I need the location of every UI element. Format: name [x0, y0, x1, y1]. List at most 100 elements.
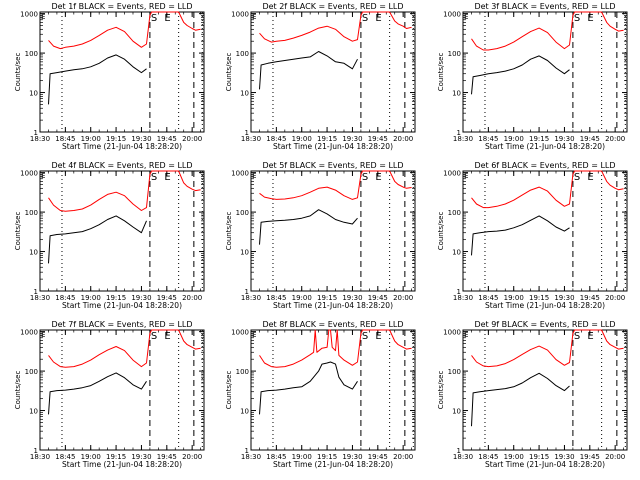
- events-series-line: [471, 215, 570, 256]
- x-tick-label: 18:30: [241, 294, 261, 302]
- marker-e-left: E: [41, 172, 45, 180]
- x-tick-label: 20:00: [605, 294, 625, 302]
- subplot-det-2: Det 2f BLACK = Events, RED = LLD 1 10 100 10…: [225, 2, 416, 151]
- y-tick-label: 100: [25, 209, 38, 217]
- x-tick-label: 18:45: [266, 135, 286, 143]
- marker-s: S: [362, 13, 368, 24]
- plot-title: Det 7f BLACK = Events, RED = LLD: [51, 320, 192, 329]
- x-tick-label: 18:30: [30, 135, 50, 143]
- plot-title: Det 1f BLACK = Events, RED = LLD: [51, 2, 192, 11]
- marker-e-left: E: [464, 13, 468, 21]
- lld-series-line: [48, 170, 201, 212]
- x-tick-label: 18:30: [30, 453, 50, 461]
- events-series-line: [471, 372, 570, 427]
- y-tick-label: 100: [236, 209, 249, 217]
- axes-frame: [250, 170, 416, 292]
- y-tick-label: 1000: [20, 170, 38, 178]
- y-tick-label: 1: [34, 288, 38, 296]
- x-tick-label: 19:45: [580, 453, 600, 461]
- marker-e-left: E: [41, 331, 45, 339]
- y-axis-label: Counts/sec: [225, 53, 233, 92]
- x-axis-label: Start Time (21-Jun-04 18:28:20): [273, 460, 393, 469]
- x-tick-label: 20:00: [605, 135, 625, 143]
- marker-e-left: E: [464, 331, 468, 339]
- x-tick-label: 19:15: [317, 135, 337, 143]
- x-tick-label: 19:30: [342, 453, 362, 461]
- x-axis-label: Start Time (21-Jun-04 18:28:20): [62, 301, 182, 310]
- x-tick-label: 20:00: [393, 453, 413, 461]
- marker-e: E: [164, 172, 170, 183]
- y-tick-label: 1000: [231, 11, 249, 19]
- x-tick-label: 19:15: [106, 294, 126, 302]
- y-axis-label: Counts/sec: [437, 371, 445, 410]
- y-tick-label: 10: [29, 408, 38, 416]
- y-axis-label: Counts/sec: [14, 53, 22, 92]
- y-tick-label: 1000: [443, 170, 461, 178]
- lld-series-line: [48, 11, 201, 50]
- y-tick-label: 1: [245, 447, 249, 455]
- x-tick-label: 20:00: [393, 294, 413, 302]
- y-axis-label: Counts/sec: [14, 371, 22, 410]
- events-series-line: [259, 51, 358, 90]
- marker-e: E: [164, 331, 170, 342]
- marker-s: S: [574, 13, 580, 24]
- plot-title: Det 5f BLACK = Events, RED = LLD: [262, 161, 403, 170]
- x-tick-label: 19:00: [81, 135, 101, 143]
- x-tick-label: 19:30: [342, 135, 362, 143]
- x-tick-label: 19:00: [81, 453, 101, 461]
- x-axis-label: Start Time (21-Jun-04 18:28:20): [485, 460, 605, 469]
- y-tick-label: 100: [236, 368, 249, 376]
- y-tick-label: 1: [457, 129, 461, 137]
- lld-series-line: [259, 11, 412, 43]
- x-tick-label: 19:45: [368, 294, 388, 302]
- x-tick-label: 20:00: [182, 135, 202, 143]
- x-tick-label: 18:45: [55, 453, 75, 461]
- y-tick-label: 10: [240, 249, 249, 257]
- axes-frame: [39, 329, 205, 451]
- marker-e: E: [587, 331, 593, 342]
- marker-e: E: [375, 331, 381, 342]
- x-tick-label: 19:00: [81, 294, 101, 302]
- x-tick-label: 19:30: [131, 135, 151, 143]
- y-tick-label: 10: [240, 90, 249, 98]
- x-tick-label: 18:45: [478, 294, 498, 302]
- x-tick-label: 18:45: [478, 453, 498, 461]
- x-tick-label: 19:30: [554, 453, 574, 461]
- marker-e-left: E: [252, 13, 256, 21]
- x-tick-label: 20:00: [182, 453, 202, 461]
- y-tick-label: 1000: [20, 11, 38, 19]
- x-tick-label: 19:00: [292, 453, 312, 461]
- x-tick-label: 18:45: [55, 294, 75, 302]
- x-tick-label: 19:30: [342, 294, 362, 302]
- axes-frame: [250, 329, 416, 451]
- lld-series-line: [471, 11, 624, 51]
- events-series-line: [471, 55, 570, 95]
- subplot-det-7: Det 7f BLACK = Events, RED = LLD 1 10 100 10…: [14, 320, 205, 469]
- y-tick-label: 10: [452, 249, 461, 257]
- y-axis-label: Counts/sec: [437, 53, 445, 92]
- lld-series-line: [471, 329, 624, 368]
- y-tick-label: 10: [452, 408, 461, 416]
- marker-e-left: E: [464, 172, 468, 180]
- axes-frame: [462, 11, 628, 133]
- x-tick-label: 19:00: [292, 135, 312, 143]
- y-tick-label: 100: [448, 50, 461, 58]
- y-axis-label: Counts/sec: [437, 212, 445, 251]
- marker-e-left: E: [252, 172, 256, 180]
- marker-s: S: [151, 13, 157, 24]
- subplot-det-9: Det 9f BLACK = Events, RED = LLD 1 10 100 10…: [437, 320, 628, 469]
- subplot-det-6: Det 6f BLACK = Events, RED = LLD 1 10 100 10…: [437, 161, 628, 310]
- y-axis-label: Counts/sec: [14, 212, 22, 251]
- x-axis-label: Start Time (21-Jun-04 18:28:20): [485, 142, 605, 151]
- lld-series-line: [259, 329, 412, 368]
- x-tick-label: 19:15: [317, 294, 337, 302]
- y-tick-label: 10: [452, 90, 461, 98]
- x-axis-label: Start Time (21-Jun-04 18:28:20): [485, 301, 605, 310]
- events-series-line: [259, 361, 358, 415]
- x-tick-label: 19:45: [580, 135, 600, 143]
- x-tick-label: 19:15: [317, 453, 337, 461]
- subplot-det-8: Det 8f BLACK = Events, RED = LLD 1 10 100 10…: [225, 320, 416, 469]
- x-axis-label: Start Time (21-Jun-04 18:28:20): [62, 460, 182, 469]
- lld-series-line: [259, 170, 412, 200]
